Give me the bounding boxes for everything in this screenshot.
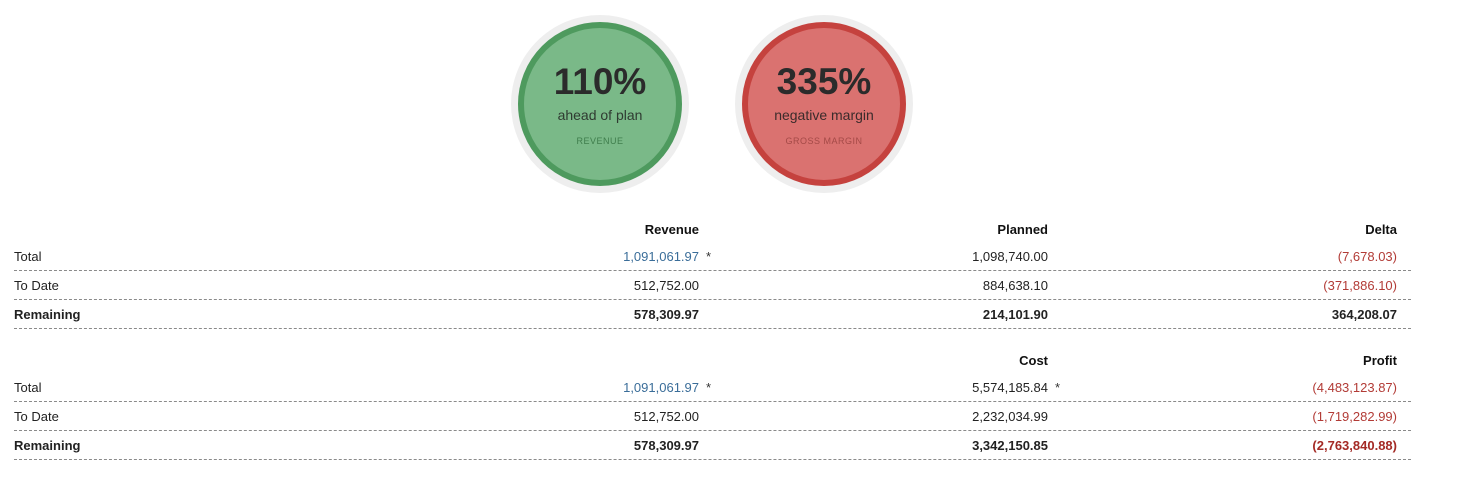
row-label: To Date <box>14 409 59 424</box>
table-header-row: Revenue Planned Delta <box>14 220 1411 242</box>
revenue-gauge: 110% ahead of plan REVENUE <box>518 22 682 186</box>
revenue-gauge-subtitle: ahead of plan <box>557 107 643 123</box>
profit-value: (1,719,282.99) <box>1312 409 1397 424</box>
profit-value: (4,483,123.87) <box>1312 380 1397 395</box>
table-row: Total 1,091,061.97 * 1,098,740.00 (7,678… <box>14 242 1411 271</box>
gross-margin-gauge-halo: 335% negative margin GROSS MARGIN <box>735 15 913 193</box>
row-label: Remaining <box>14 307 81 322</box>
revenue-gauge-caption: REVENUE <box>576 136 624 146</box>
gross-margin-gauge-caption: GROSS MARGIN <box>785 136 863 146</box>
revenue-footnote-marker: * <box>706 249 712 264</box>
revenue-value: 512,752.00 <box>633 278 699 293</box>
table-row: Remaining 578,309.97 3,342,150.85 (2,763… <box>14 431 1411 460</box>
cost-value: 3,342,150.85 <box>972 438 1048 453</box>
table-row: To Date 512,752.00 884,638.10 (371,886.1… <box>14 271 1411 300</box>
row-label: Total <box>14 249 42 264</box>
delta-value: (371,886.10) <box>1323 278 1397 293</box>
column-header-planned: Planned <box>997 222 1048 237</box>
cost-value: 5,574,185.84 <box>972 380 1048 395</box>
column-header-profit: Profit <box>1363 353 1397 368</box>
row-label: To Date <box>14 278 59 293</box>
cost-footnote-marker: * <box>1055 380 1061 395</box>
cost-profit-table: Cost Profit Total 1,091,061.97 * 5,574,1… <box>14 351 1411 460</box>
table-row: To Date 512,752.00 2,232,034.99 (1,719,2… <box>14 402 1411 431</box>
revenue-total-link[interactable]: 1,091,061.97 <box>623 249 699 264</box>
delta-value: 364,208.07 <box>1331 307 1397 322</box>
table-header-row: Cost Profit <box>14 351 1411 373</box>
revenue-value: 512,752.00 <box>633 409 699 424</box>
revenue-gauge-value: 110% <box>553 61 647 102</box>
table-row: Total 1,091,061.97 * 5,574,185.84 * (4,4… <box>14 373 1411 402</box>
planned-value: 884,638.10 <box>982 278 1048 293</box>
revenue-gauge-halo: 110% ahead of plan REVENUE <box>511 15 689 193</box>
row-label: Remaining <box>14 438 81 453</box>
planned-value: 214,101.90 <box>982 307 1048 322</box>
revenue-total-link[interactable]: 1,091,061.97 <box>623 380 699 395</box>
column-header-cost: Cost <box>1019 353 1048 368</box>
cost-value: 2,232,034.99 <box>972 409 1048 424</box>
delta-value: (7,678.03) <box>1337 249 1397 264</box>
column-header-revenue: Revenue <box>644 222 699 237</box>
revenue-value: 578,309.97 <box>633 307 699 322</box>
gross-margin-gauge: 335% negative margin GROSS MARGIN <box>742 22 906 186</box>
revenue-value: 578,309.97 <box>633 438 699 453</box>
profit-value: (2,763,840.88) <box>1312 438 1397 453</box>
column-header-delta: Delta <box>1365 222 1397 237</box>
row-label: Total <box>14 380 42 395</box>
revenue-plan-table: Revenue Planned Delta Total 1,091,061.97… <box>14 220 1411 329</box>
gross-margin-gauge-subtitle: negative margin <box>774 107 874 123</box>
planned-value: 1,098,740.00 <box>972 249 1048 264</box>
table-row: Remaining 578,309.97 214,101.90 364,208.… <box>14 300 1411 329</box>
revenue-footnote-marker: * <box>706 380 712 395</box>
gross-margin-gauge-value: 335% <box>776 61 872 102</box>
